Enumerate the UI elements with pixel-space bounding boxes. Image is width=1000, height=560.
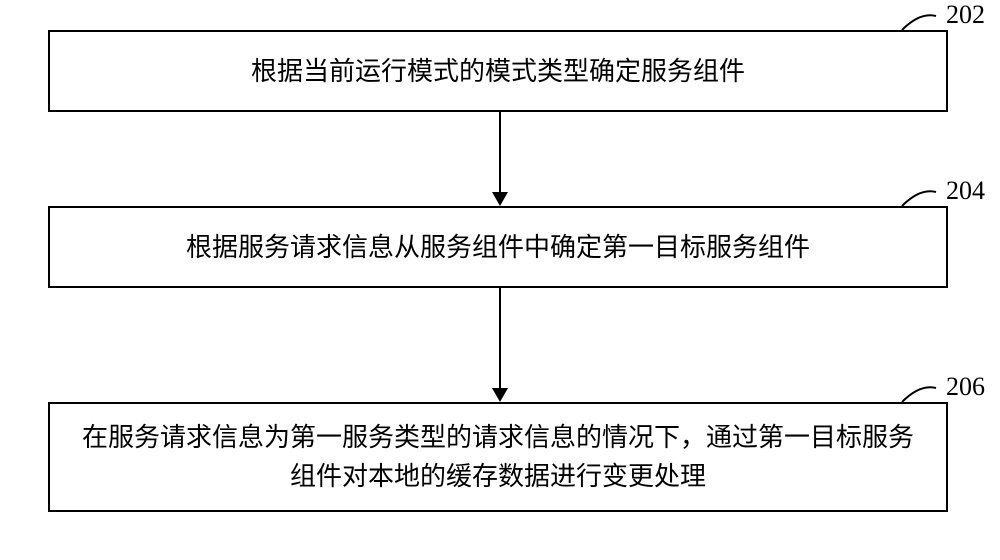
- flowchart-diagram: 根据当前运行模式的模式类型确定服务组件 202 根据服务请求信息从服务组件中确定第一…: [0, 0, 1000, 560]
- arrow-line: [499, 288, 501, 388]
- node-label: 204: [946, 176, 985, 206]
- flowchart-node: 根据服务请求信息从服务组件中确定第一目标服务组件: [48, 206, 948, 288]
- flowchart-node: 根据当前运行模式的模式类型确定服务组件: [48, 30, 948, 112]
- arrow-head-icon: [492, 388, 508, 402]
- arrow-head-icon: [492, 192, 508, 206]
- arrow-line: [499, 112, 501, 192]
- node-text: 在服务请求信息为第一服务类型的请求信息的情况下，通过第一目标服务组件对本地的缓存…: [70, 418, 926, 496]
- node-text: 根据当前运行模式的模式类型确定服务组件: [251, 52, 745, 91]
- node-text: 根据服务请求信息从服务组件中确定第一目标服务组件: [186, 228, 810, 267]
- node-label: 202: [946, 0, 985, 30]
- flowchart-node: 在服务请求信息为第一服务类型的请求信息的情况下，通过第一目标服务组件对本地的缓存…: [48, 402, 948, 512]
- node-label: 206: [946, 372, 985, 402]
